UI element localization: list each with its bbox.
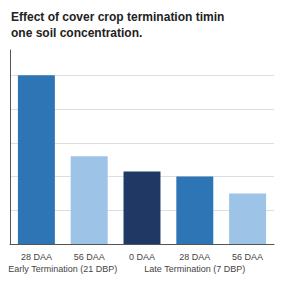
svg-text:56 DAA: 56 DAA: [74, 252, 105, 262]
svg-text:Effect of cover crop terminati: Effect of cover crop termination timin: [11, 10, 224, 24]
svg-text:28 DAA: 28 DAA: [179, 252, 210, 262]
svg-text:Late Termination (7 DBP): Late Termination (7 DBP): [144, 264, 245, 274]
svg-text:56 DAA: 56 DAA: [232, 252, 263, 262]
svg-text:0 DAA: 0 DAA: [129, 252, 155, 262]
svg-text:28 DAA: 28 DAA: [21, 252, 52, 262]
svg-text:one soil concentration.: one soil concentration.: [11, 26, 142, 40]
svg-text:Early Termination (21 DBP): Early Termination (21 DBP): [8, 264, 117, 274]
